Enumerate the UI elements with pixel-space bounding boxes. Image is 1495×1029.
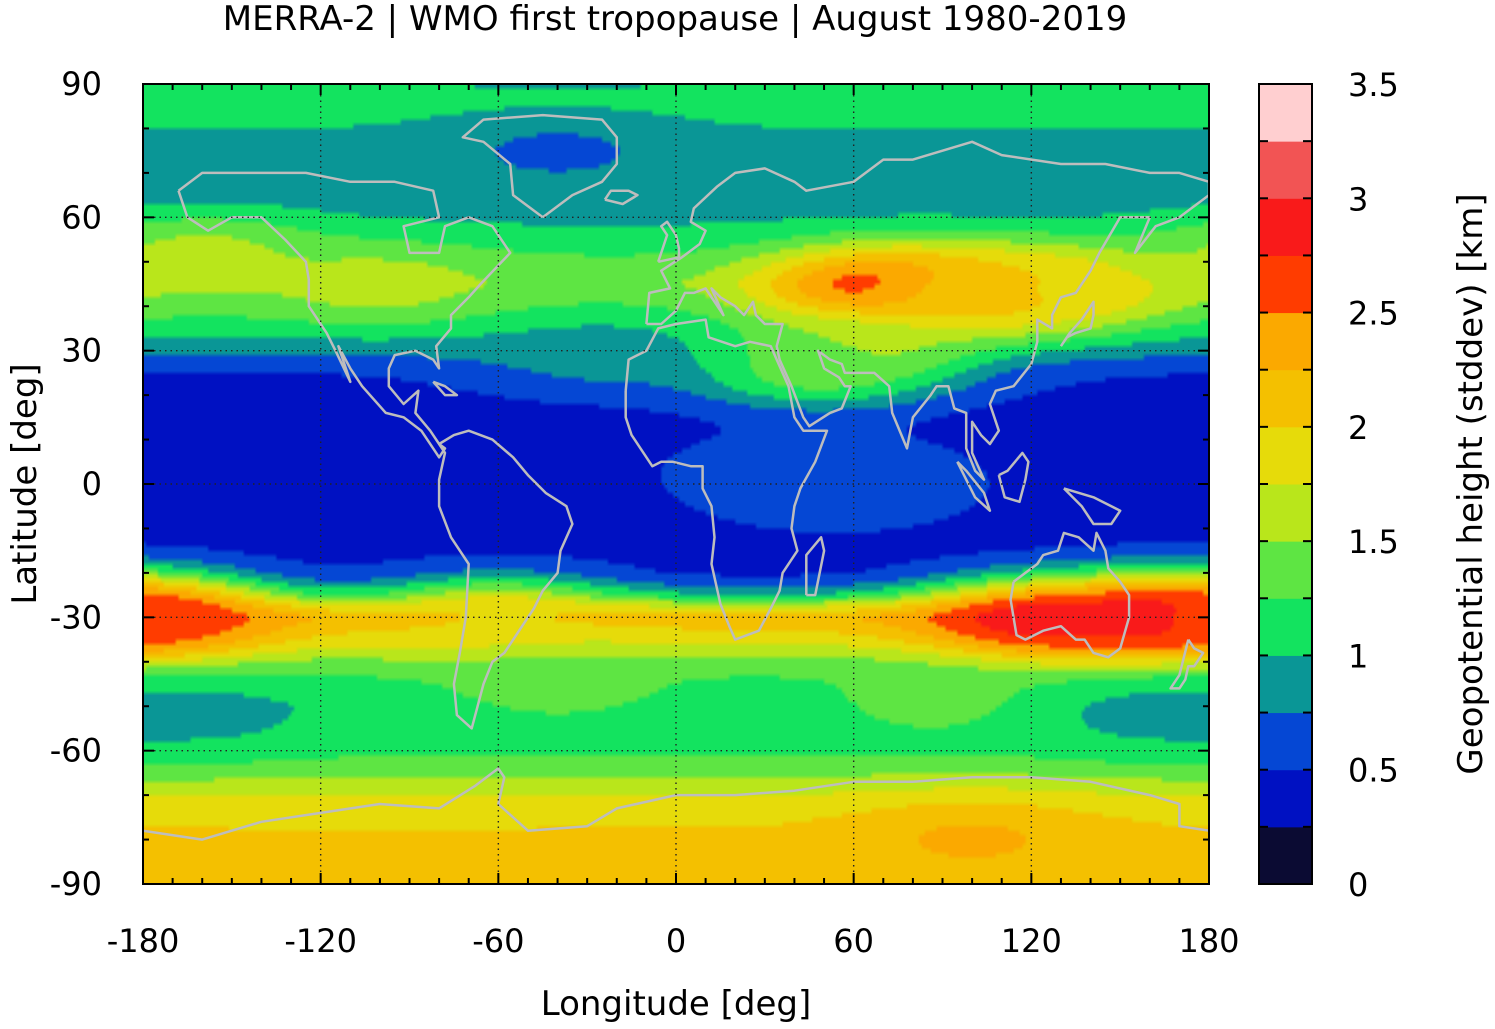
x-tick-labels: -180 -120 -60 0 60 120 180 [107,922,1240,960]
x-tick-label: -60 [472,922,524,960]
coastline [1169,638,1205,690]
colorbar-segment [1259,198,1312,256]
coastline [1063,487,1122,526]
colorbar-segment [1259,712,1312,771]
coastline [1059,300,1095,347]
colorbar-tick-label: 2.5 [1348,295,1399,333]
coastline [432,380,459,397]
coastline [437,429,574,730]
x-tick-label: 60 [833,922,874,960]
colorbar-segment [1259,255,1312,314]
y-tick-label: 30 [61,332,102,370]
coastline [997,451,1030,504]
y-tick-label: -60 [50,732,102,770]
coastline [624,318,829,641]
colorbar-tick-label: 0.5 [1348,752,1399,790]
colorbar-tick-label: 3.5 [1348,66,1399,104]
colorbar-segment [1259,655,1312,714]
grid [143,84,1209,884]
colorbar-tick-label: 1 [1348,637,1368,675]
coastline [143,767,1209,841]
colorbar-segment [1259,484,1312,542]
colorbar-ticks [1259,83,1312,885]
colorbar-segment [1259,141,1312,199]
colorbar-tick-label: 2 [1348,409,1368,447]
colorbar-segment [1259,769,1312,828]
colorbar-segment [1259,369,1312,428]
coastline [805,536,826,597]
coastlines [143,113,1209,841]
colorbar-tick-labels: 3.5 3 2.5 2 1.5 1 0.5 0 [1348,66,1399,904]
colorbar-label: Geopotential height (stddev) [km] [1451,193,1491,774]
y-axis-label: Latitude [deg] [5,363,45,604]
coastline [645,140,1209,481]
coastline [177,171,512,459]
colorbar-segment [1259,312,1312,371]
y-tick-labels: 90 60 30 0 -30 -60 -90 [50,65,102,903]
y-tick-label: 60 [61,198,102,236]
x-tick-label: 180 [1178,922,1239,960]
colorbar-tick-label: 1.5 [1348,523,1399,561]
colorbar-segment [1259,84,1312,142]
y-tick-label: -30 [50,598,102,636]
colorbar [1259,84,1312,885]
x-axis-label: Longitude [deg] [541,984,812,1024]
x-tick-label: 0 [666,922,686,960]
colorbar-tick-label: 0 [1348,866,1368,904]
coastline [956,460,992,512]
coastline [657,220,681,264]
plot-frame [142,83,1210,885]
y-tick-label: -90 [50,865,102,903]
colorbar-segment [1259,826,1312,885]
y-tick-label: 90 [61,65,102,103]
y-tick-label: 0 [82,465,102,503]
colorbar-segment [1259,541,1312,599]
x-tick-label: -180 [107,922,180,960]
coastline [603,189,639,206]
chart-title: MERRA-2 | WMO first tropopause | August … [223,0,1127,39]
colorbar-segment [1259,598,1312,656]
coastline [1009,531,1131,659]
colorbar-segment [1259,426,1312,485]
colorbar-tick-label: 3 [1348,180,1368,218]
x-tick-label: 120 [1001,922,1062,960]
coastline [461,113,619,219]
x-tick-label: -120 [284,922,357,960]
